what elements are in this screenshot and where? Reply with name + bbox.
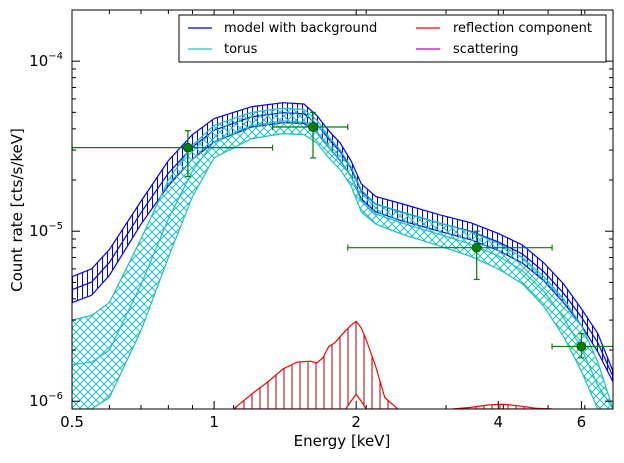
x-tick-label: 4 bbox=[494, 413, 504, 431]
y-tick-label: 10−6 bbox=[29, 391, 63, 410]
legend-box bbox=[178, 14, 607, 63]
y-axis-label: Count rate [cts/s/keV] bbox=[8, 128, 26, 292]
x-tick-label: 2 bbox=[351, 413, 361, 431]
x-tick-label: 0.5 bbox=[60, 413, 84, 431]
data-point-marker bbox=[576, 341, 587, 352]
data-point-marker bbox=[182, 142, 193, 153]
torus-median-line bbox=[72, 120, 613, 409]
torus-band-fill bbox=[72, 108, 613, 409]
data-points bbox=[72, 111, 613, 359]
torus-lower-line bbox=[72, 132, 613, 409]
legend: model with background torus reflection c… bbox=[178, 14, 607, 63]
reflection-component-upper-line bbox=[452, 403, 553, 409]
torus-upper-line bbox=[72, 107, 613, 409]
model-with-background-upper-line bbox=[72, 102, 613, 372]
model-bands bbox=[72, 102, 613, 409]
legend-label-scattering: scattering bbox=[453, 42, 519, 57]
data-point bbox=[347, 230, 553, 281]
x-axis-label: Energy [keV] bbox=[294, 432, 391, 450]
reflection-component-upper-line bbox=[233, 320, 399, 409]
x-tick-label: 1 bbox=[209, 413, 219, 431]
y-tick-label: 10−5 bbox=[29, 221, 63, 240]
data-point-marker bbox=[308, 122, 318, 132]
legend-label-model: model with background bbox=[224, 21, 377, 36]
data-point bbox=[551, 332, 613, 359]
reflection-component-band-fill bbox=[233, 321, 398, 409]
axis-ticks: 0.5 1 2 4 6 10−6 10−5 10−4 bbox=[29, 9, 613, 431]
data-point-marker bbox=[471, 242, 482, 253]
y-tick-label: 10−4 bbox=[29, 51, 63, 70]
plot-frame bbox=[71, 9, 614, 410]
x-tick-label: 6 bbox=[577, 413, 587, 431]
legend-label-reflection: reflection component bbox=[453, 21, 592, 36]
legend-label-torus: torus bbox=[224, 42, 258, 57]
data-point bbox=[72, 130, 274, 178]
reflection-component-band-fill bbox=[452, 404, 553, 409]
data-point bbox=[271, 111, 349, 159]
